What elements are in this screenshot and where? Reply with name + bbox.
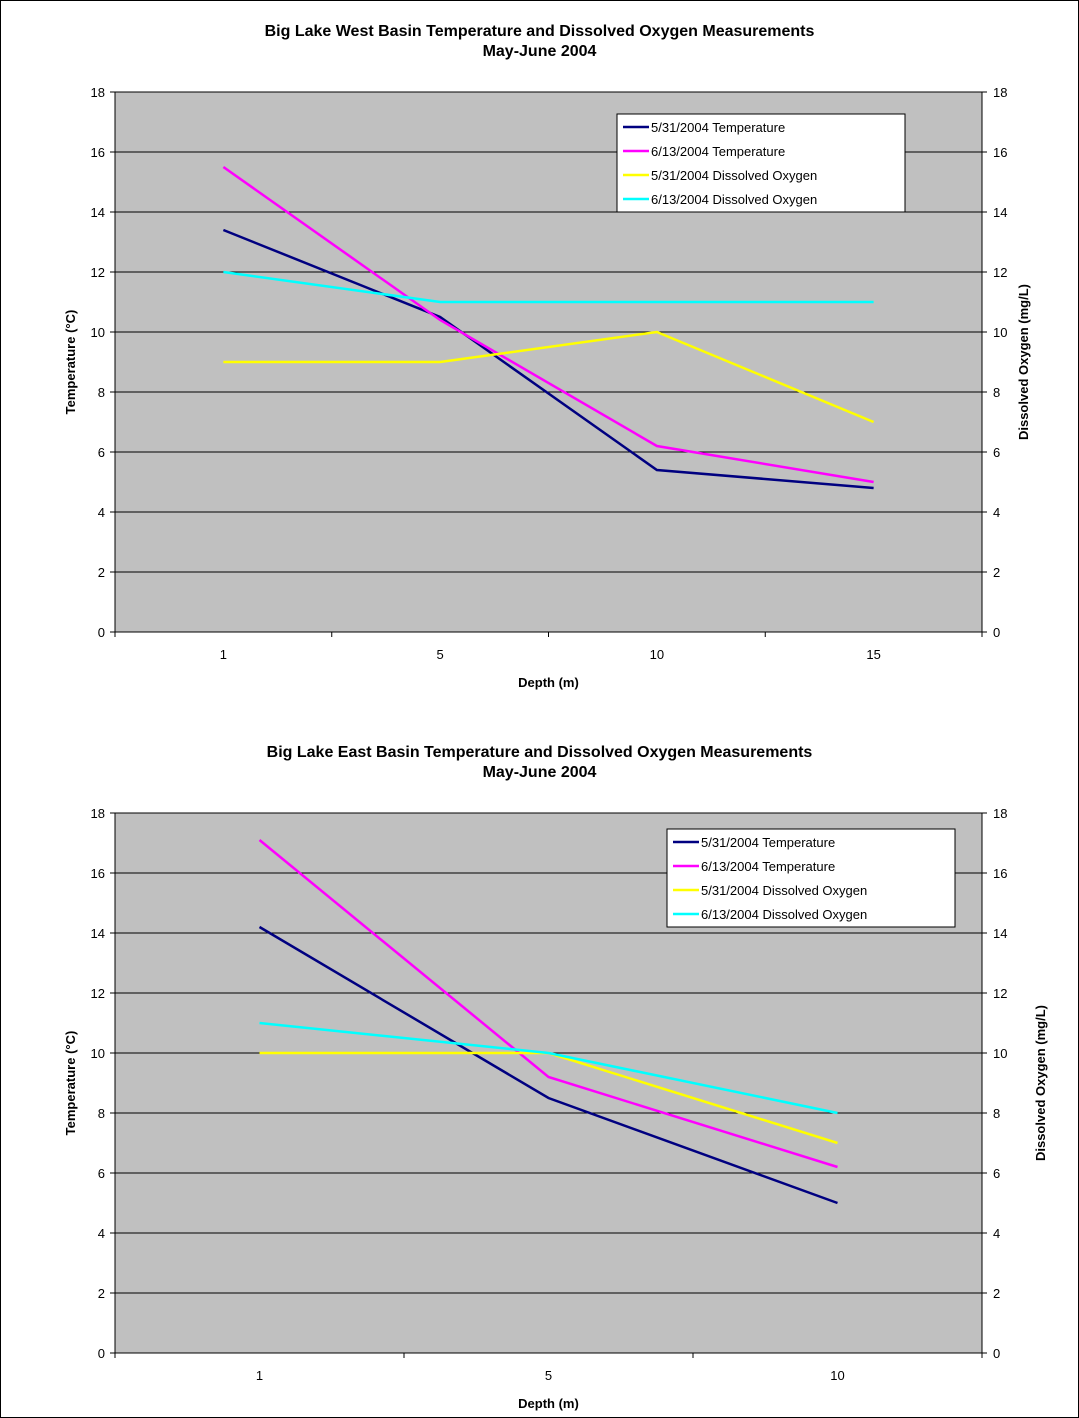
y2-tick-label: 6 [993,445,1000,460]
x-axis-title: Depth (m) [518,1396,579,1411]
y2-tick-label: 14 [993,926,1007,941]
x-tick-label: 1 [220,647,227,662]
series-line-4 [259,1021,838,1115]
legend-label-1: 5/31/2004 Temperature [651,120,785,135]
x-tick-label: 5 [545,1368,552,1383]
y2-tick-label: 10 [993,1046,1007,1061]
x-tick-label: 5 [437,647,444,662]
chart-2: 0 2 4 6 8 10 12 14 16 18 0 2 4 6 8 10 12 14 16 18 1 5 10 Depth … [63,806,1048,1411]
y-tick-label: 10 [91,1046,105,1061]
y-tick-label: 0 [98,1346,105,1361]
y-tick-label: 8 [98,1106,105,1121]
y-tick-label: 6 [98,445,105,460]
y2-tick-label: 6 [993,1166,1000,1181]
y-tick-label: 0 [98,625,105,640]
legend-label-2: 6/13/2004 Temperature [651,144,785,159]
legend-label-1: 5/31/2004 Temperature [701,835,835,850]
legend-label-3: 5/31/2004 Dissolved Oxygen [651,168,817,183]
series-line-2 [222,165,874,484]
y2-tick-label: 2 [993,565,1000,580]
chart-2-title: Big Lake East Basin Temperature and Diss… [266,744,813,761]
legend-label-2: 6/13/2004 Temperature [701,859,835,874]
y-tick-label: 14 [91,926,105,941]
y2-tick-label: 4 [993,1226,1000,1241]
y2-tick-label: 0 [993,1346,1000,1361]
y-tick-label: 2 [98,565,105,580]
y2-tick-label: 10 [993,325,1007,340]
series-line-1 [258,925,838,1205]
y-tick-label: 18 [91,806,105,821]
x-tick-label: 1 [256,1368,263,1383]
y2-tick-label: 12 [993,986,1007,1001]
y-axis-title: Temperature (°C) [63,310,78,415]
y-tick-label: 12 [91,986,105,1001]
legend-label-4: 6/13/2004 Dissolved Oxygen [701,907,867,922]
y2-tick-label: 16 [993,866,1007,881]
y2-tick-label: 8 [993,385,1000,400]
x-tick-label: 10 [830,1368,844,1383]
legend-box [666,828,956,928]
x-tick-label: 10 [650,647,664,662]
y2-tick-label: 18 [993,806,1007,821]
chart-1-title: Big Lake West Basin Temperature and Diss… [264,23,815,40]
y-tick-label: 16 [91,866,105,881]
y2-tick-label: 0 [993,625,1000,640]
y-tick-label: 2 [98,1286,105,1301]
y2-tick-label: 16 [993,145,1007,160]
series-line-2 [258,839,838,1169]
y2-tick-label: 2 [993,1286,1000,1301]
chart-1-subtitle: May-June 2004 [482,43,597,60]
series-line-1 [222,228,874,490]
y2-axis-title: Dissolved Oxygen (mg/L) [1016,284,1031,440]
y2-tick-label: 8 [993,1106,1000,1121]
y2-tick-label: 18 [993,85,1007,100]
y-tick-label: 16 [91,145,105,160]
y-tick-label: 14 [91,205,105,220]
legend-label-3: 5/31/2004 Dissolved Oxygen [701,883,867,898]
legend-label-4: 6/13/2004 Dissolved Oxygen [651,192,817,207]
y2-axis-title: Dissolved Oxygen (mg/L) [1033,1005,1048,1161]
y-tick-label: 12 [91,265,105,280]
y-axis-title: Temperature (°C) [63,1031,78,1136]
x-axis-title: Depth (m) [518,675,579,690]
series-line-4 [223,270,874,304]
x-tick-label: 15 [866,647,880,662]
legend-box [616,113,906,213]
y2-tick-label: 14 [993,205,1007,220]
y-tick-label: 4 [98,505,105,520]
y-tick-label: 8 [98,385,105,400]
y-tick-label: 18 [91,85,105,100]
y-tick-label: 6 [98,1166,105,1181]
y2-tick-label: 4 [993,505,1000,520]
chart-2-subtitle: May-June 2004 [482,764,597,781]
y-tick-label: 10 [91,325,105,340]
y2-tick-label: 12 [993,265,1007,280]
y-tick-label: 4 [98,1226,105,1241]
series-line-3 [223,330,875,424]
